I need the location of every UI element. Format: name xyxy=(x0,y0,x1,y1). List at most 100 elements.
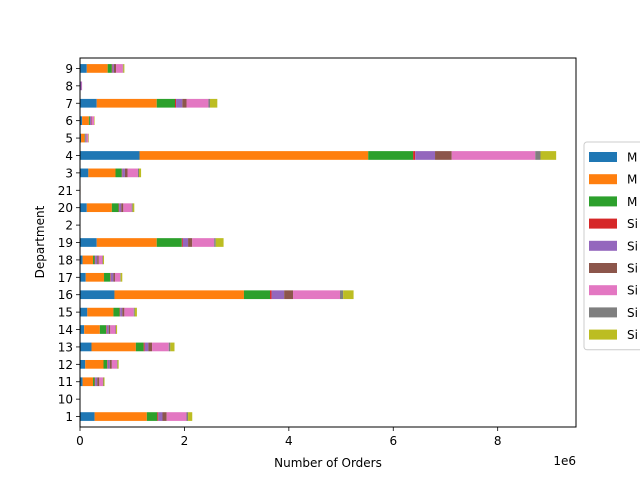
bars-group xyxy=(80,64,557,421)
bar-dept-20-series-9 xyxy=(132,203,135,213)
bar-dept-18-series-2 xyxy=(82,255,94,265)
y-tick-label: 8 xyxy=(65,79,73,93)
legend-label: Si xyxy=(627,239,638,253)
bar-dept-16-series-8 xyxy=(340,290,344,300)
bar-dept-19-series-6 xyxy=(188,238,193,247)
bar-dept-11-series-5 xyxy=(95,377,98,387)
bar-dept-19-series-1 xyxy=(80,238,97,247)
bar-dept-11-series-1 xyxy=(80,377,83,387)
bar-dept-4-series-5 xyxy=(415,151,436,160)
bar-dept-14-series-2 xyxy=(84,325,100,334)
y-axis-label: Department xyxy=(33,205,47,278)
bar-dept-15-series-9 xyxy=(134,307,137,317)
legend-label: Si xyxy=(627,217,638,231)
legend-label: M xyxy=(627,151,637,165)
bar-dept-18-series-5 xyxy=(95,255,98,265)
bar-dept-13-series-2 xyxy=(91,342,136,352)
bar-dept-5-series-3 xyxy=(84,133,86,143)
y-tick-label: 10 xyxy=(58,393,73,407)
bar-dept-11-series-6 xyxy=(97,377,100,387)
bar-dept-7-series-7 xyxy=(186,98,209,108)
bar-dept-4-series-3 xyxy=(368,151,414,160)
bar-dept-14-series-8 xyxy=(115,325,117,334)
bar-dept-1-series-5 xyxy=(158,412,163,421)
legend-label: M xyxy=(627,173,637,187)
y-tick-label: 19 xyxy=(58,236,73,250)
y-axis: 1 10 11 12 13 14 15 16 17 18 19 2 20 21 3 4 5 6 7 8 9 xyxy=(58,62,80,424)
bar-dept-11-series-9 xyxy=(103,377,105,387)
bar-dept-12-series-6 xyxy=(109,359,112,369)
legend-label: Si xyxy=(627,284,638,298)
bar-dept-4-series-8 xyxy=(535,151,541,160)
bar-dept-20-series-3 xyxy=(111,203,119,213)
bar-dept-3-series-2 xyxy=(88,168,116,178)
bar-dept-7-series-1 xyxy=(80,98,97,108)
x-tick-label: 0 xyxy=(76,434,84,448)
bar-dept-19-series-3 xyxy=(156,238,182,247)
bar-dept-5-series-2 xyxy=(81,133,85,143)
x-tick-label: 2 xyxy=(181,434,189,448)
bar-dept-17-series-3 xyxy=(104,272,111,282)
bar-dept-9-series-8 xyxy=(122,64,124,73)
bar-dept-12-series-5 xyxy=(107,359,110,369)
bar-dept-12-series-9 xyxy=(117,359,119,369)
bar-dept-13-series-1 xyxy=(80,342,92,352)
bar-dept-3-series-5 xyxy=(122,168,125,178)
bar-dept-19-series-4 xyxy=(181,238,183,247)
x-tick-label: 6 xyxy=(389,434,397,448)
bar-dept-20-series-7 xyxy=(123,203,132,213)
bar-dept-16-series-6 xyxy=(284,290,294,300)
bar-dept-13-series-3 xyxy=(135,342,144,352)
y-tick-label: 1 xyxy=(65,410,73,424)
y-tick-label: 11 xyxy=(58,375,73,389)
bar-dept-1-series-3 xyxy=(146,412,158,421)
bar-dept-13-series-8 xyxy=(168,342,171,352)
bar-dept-1-series-9 xyxy=(188,412,193,421)
bar-dept-16-series-9 xyxy=(343,290,354,300)
legend-label: Si xyxy=(627,262,638,276)
bar-dept-7-series-8 xyxy=(208,98,211,108)
bar-dept-12-series-2 xyxy=(85,359,104,369)
bar-dept-6-series-1 xyxy=(80,116,83,126)
y-tick-label: 7 xyxy=(65,97,73,111)
bar-dept-3-series-1 xyxy=(80,168,89,178)
bar-dept-17-series-1 xyxy=(80,272,86,282)
y-tick-label: 17 xyxy=(58,271,73,285)
bar-dept-14-series-7 xyxy=(110,325,116,334)
bar-dept-19-series-7 xyxy=(192,238,215,247)
bar-dept-13-series-5 xyxy=(144,342,149,352)
y-tick-label: 12 xyxy=(58,358,73,372)
bar-dept-4-series-1 xyxy=(80,151,140,160)
bar-dept-12-series-1 xyxy=(80,359,86,369)
y-tick-label: 4 xyxy=(65,149,73,163)
bar-dept-15-series-5 xyxy=(120,307,123,317)
bar-dept-15-series-4 xyxy=(119,307,121,317)
bar-dept-20-series-4 xyxy=(118,203,120,213)
bar-dept-13-series-9 xyxy=(170,342,175,352)
bar-dept-5-series-9 xyxy=(88,133,89,143)
y-tick-label: 20 xyxy=(58,201,73,215)
y-tick-label: 9 xyxy=(65,62,73,76)
bar-dept-6-series-5 xyxy=(89,116,91,126)
bar-dept-5-series-7 xyxy=(86,133,89,143)
bar-dept-18-series-4 xyxy=(94,255,96,265)
bar-dept-1-series-7 xyxy=(166,412,187,421)
legend-swatch xyxy=(589,196,617,207)
bar-dept-1-series-1 xyxy=(80,412,95,421)
bar-dept-11-series-4 xyxy=(94,377,96,387)
bar-dept-7-series-9 xyxy=(210,98,218,108)
bar-dept-18-series-7 xyxy=(98,255,103,265)
bar-dept-9-series-7 xyxy=(116,64,123,73)
bar-dept-11-series-8 xyxy=(102,377,104,387)
bar-dept-14-series-4 xyxy=(106,325,107,334)
bar-dept-7-series-5 xyxy=(176,98,183,108)
bar-dept-20-series-5 xyxy=(119,203,122,213)
y-tick-label: 3 xyxy=(65,166,73,180)
bar-dept-1-series-2 xyxy=(94,412,147,421)
x-tick-label: 4 xyxy=(285,434,293,448)
bar-dept-5-series-6 xyxy=(86,133,87,143)
bar-dept-17-series-9 xyxy=(120,272,123,282)
legend-swatch xyxy=(589,240,617,251)
bar-dept-1-series-8 xyxy=(186,412,189,421)
